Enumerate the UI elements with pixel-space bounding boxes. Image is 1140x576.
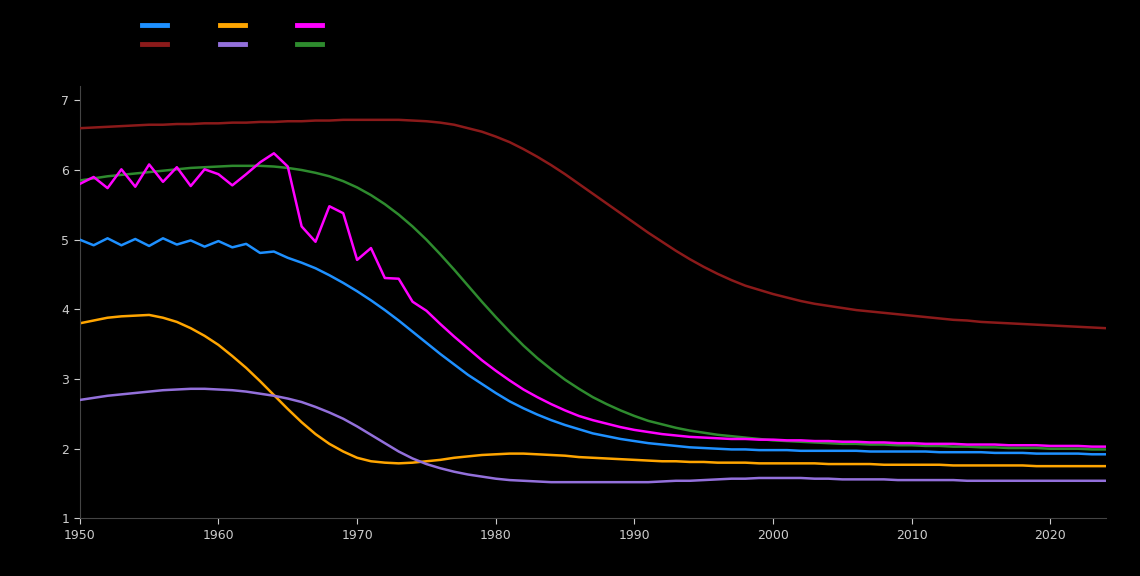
Legend: , , , , , : , , , , , bbox=[137, 15, 329, 57]
